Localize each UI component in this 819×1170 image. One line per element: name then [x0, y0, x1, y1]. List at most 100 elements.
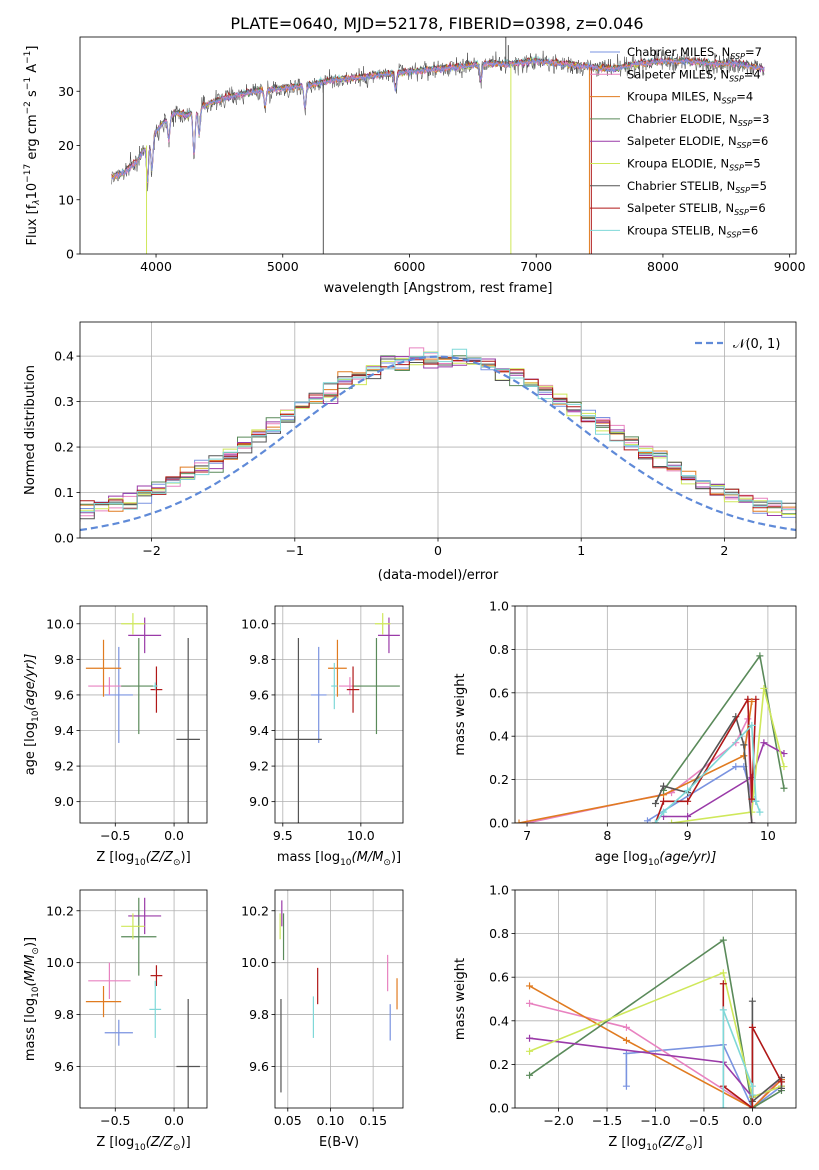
- x-tick-label: 0.10: [317, 1113, 345, 1128]
- weight-marker: [622, 1050, 630, 1057]
- errorbar-points: [85, 613, 200, 823]
- weight-marker: [652, 799, 659, 807]
- y-tick-label: 0.3: [54, 394, 74, 409]
- y-tick-label: 9.8: [54, 652, 74, 667]
- weight-marker: [684, 786, 692, 794]
- y-tick-label: 9.8: [54, 1007, 74, 1022]
- axes-frame: [79, 36, 797, 255]
- weight-marker: [740, 741, 748, 749]
- x-tick-label: 8: [603, 828, 611, 843]
- weight-series-line: [526, 718, 753, 823]
- legend-label: 𝒩(0, 1): [733, 337, 780, 352]
- x-tick-label: −0.5: [689, 1113, 719, 1128]
- x-tick-label: 7: [523, 828, 531, 843]
- legend-label: Salpeter MILES, NSSP=4: [627, 67, 761, 83]
- errorbar-points: [279, 900, 398, 1093]
- weight-marker: [748, 1023, 756, 1031]
- y-tick-label: 0.0: [54, 531, 74, 546]
- y-tick-label: 9.6: [249, 687, 269, 702]
- y-tick-label: 0.4: [54, 349, 74, 364]
- y-tick-label: 10: [58, 192, 74, 207]
- y-tick-label: 0.2: [489, 772, 509, 787]
- axes-frame: [79, 889, 208, 1109]
- y-tick-label: 0.4: [489, 1013, 509, 1028]
- x-tick-label: 7000: [520, 259, 552, 274]
- y-tick-label: 0.0: [489, 816, 509, 831]
- normal-curve: [80, 355, 796, 532]
- weight-marker: [719, 1104, 727, 1108]
- y-tick-label: 10.2: [241, 903, 269, 918]
- x-tick-label: −1: [286, 543, 304, 558]
- weight-marker: [752, 695, 760, 703]
- axes-frame: [79, 321, 797, 539]
- x-axis-label: age [log10(age/yr)]: [595, 850, 717, 868]
- weight-marker: [748, 697, 756, 705]
- legend-label: Kroupa STELIB, NSSP=6: [627, 223, 758, 239]
- weight-marker: [526, 982, 534, 990]
- weight-marker: [684, 797, 692, 805]
- x-tick-label: −1.0: [640, 1113, 670, 1128]
- y-axis-label: mass [log10(M/M⊙)]: [23, 937, 41, 1061]
- y-axis-label: age [log10(age/yr)]: [23, 654, 41, 776]
- weight-series-line: [671, 688, 785, 823]
- weight-marker: [719, 936, 727, 944]
- weight-series-line: [722, 1009, 754, 1108]
- weight-marker: [622, 1036, 630, 1044]
- age-vs-metallicity-panel: −0.5 0.0 9.0 9.2 9.4 9.6 9.8 10.0 Z [log10(Z/Z⊙)…: [23, 605, 208, 868]
- legend-label: Salpeter STELIB, NSSP=6: [627, 201, 766, 217]
- x-tick-label: 10.0: [347, 828, 375, 843]
- weight-marker: [780, 763, 788, 771]
- x-tick-label: 0.0: [164, 828, 184, 843]
- x-tick-label: 4000: [140, 259, 172, 274]
- y-axis-label: mass weight: [453, 673, 468, 755]
- y-tick-label: 0.6: [489, 685, 509, 700]
- weight-marker: [748, 721, 756, 729]
- y-tick-label: 1.0: [489, 883, 509, 898]
- x-axis-label: Z [log10(Z/Z⊙)]: [608, 1135, 702, 1153]
- weight-marker: [515, 819, 523, 823]
- x-tick-label: 8000: [647, 259, 679, 274]
- y-tick-label: 0.0: [489, 1101, 509, 1116]
- weight-marker: [777, 1078, 785, 1086]
- errorbar-points: [275, 613, 400, 823]
- weight-lines: [526, 936, 785, 1108]
- weight-series-line: [654, 723, 761, 823]
- y-tick-label: 10.0: [241, 955, 269, 970]
- mass-vs-metallicity-panel: −0.5 0.0 9.6 9.8 10.0 10.2 Z [log10(Z/Z⊙)] mass…: [23, 889, 208, 1153]
- weight-series-line: [529, 971, 782, 1099]
- weight-marker: [622, 1082, 630, 1090]
- weight-marker: [719, 980, 727, 988]
- axes-frame: [274, 605, 404, 824]
- y-tick-label: 9.6: [249, 1059, 269, 1074]
- weight-marker: [760, 739, 768, 747]
- y-tick-label: 9.0: [54, 794, 74, 809]
- axes-frame: [514, 605, 797, 824]
- x-tick-label: 10: [760, 828, 776, 843]
- x-tick-label: 6000: [394, 259, 426, 274]
- residual-histograms: [80, 347, 796, 532]
- weight-marker: [740, 752, 748, 760]
- weight-series-line: [529, 938, 782, 1108]
- weight-series-line: [751, 1001, 783, 1104]
- x-tick-label: 0.0: [164, 1113, 184, 1128]
- legend-label: Chabrier STELIB, NSSP=5: [627, 179, 767, 195]
- x-tick-label: 9: [684, 828, 692, 843]
- weight-marker: [643, 817, 651, 823]
- weight-marker: [780, 784, 788, 792]
- x-axis-label: E(B-V): [319, 1135, 359, 1150]
- y-tick-label: 0.2: [489, 1057, 509, 1072]
- x-tick-label: −1.5: [592, 1113, 622, 1128]
- x-tick-label: 1: [577, 543, 585, 558]
- weight-marker: [684, 812, 692, 820]
- weight-series-line: [518, 701, 753, 823]
- weight-marker: [756, 808, 764, 816]
- weight-marker: [777, 1084, 785, 1092]
- y-tick-label: 0.2: [54, 440, 74, 455]
- chart-title: PLATE=0640, MJD=52178, FIBERID=0398, z=0…: [230, 14, 643, 33]
- axes-frame: [79, 605, 208, 824]
- x-tick-label: −2: [142, 543, 160, 558]
- y-tick-label: 9.8: [249, 1007, 269, 1022]
- y-axis-label: Normed distribution: [23, 365, 38, 495]
- histogram-step: [80, 348, 796, 519]
